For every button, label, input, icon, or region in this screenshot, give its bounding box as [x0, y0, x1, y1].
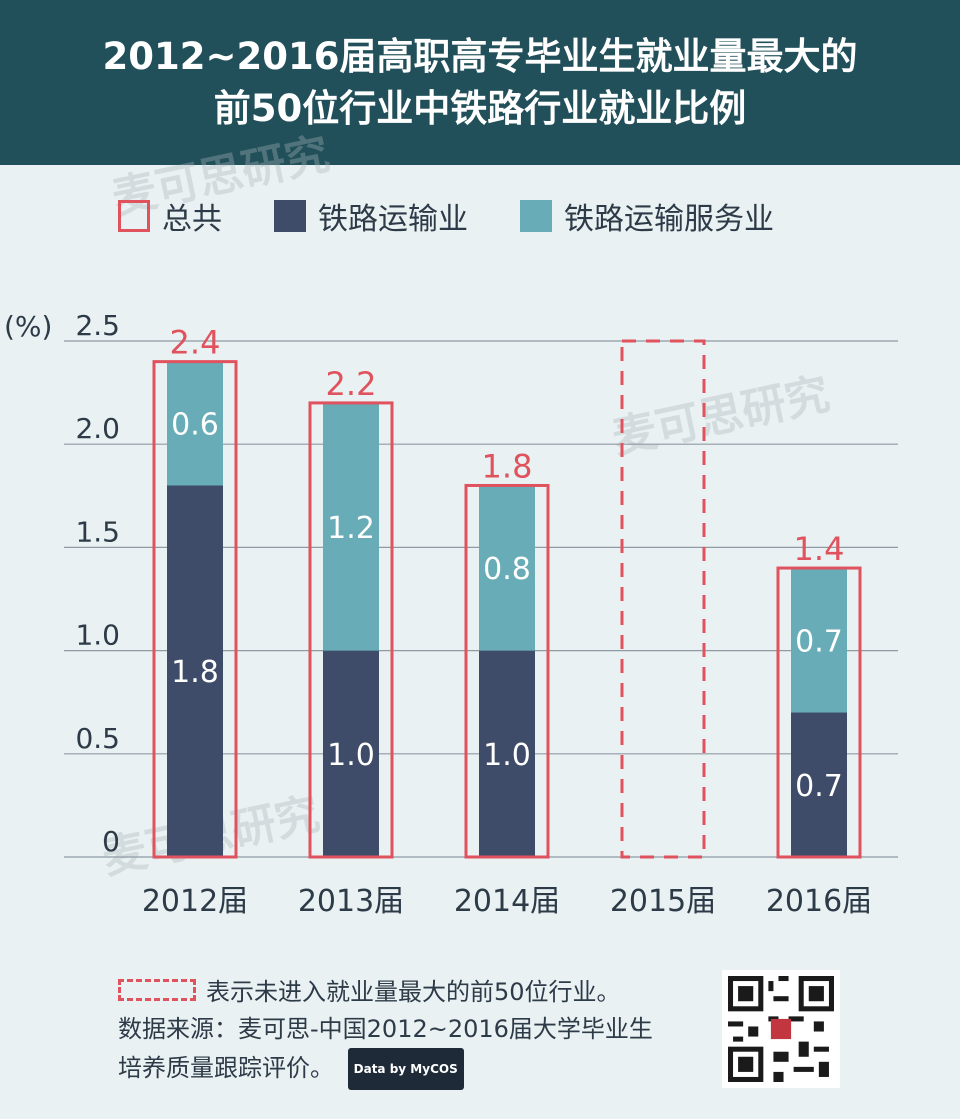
bar-value-label: 0.6	[171, 408, 219, 443]
source-line-1: 数据来源：麦可思-中国2012~2016届大学毕业生	[118, 1015, 653, 1043]
legend-swatch-rail-transport	[274, 200, 306, 232]
mycos-badge: Data by MyCOS	[347, 1048, 464, 1090]
legend-item-rail-service: 铁路运输服务业	[520, 194, 774, 238]
x-tick-label: 2012届	[142, 884, 248, 919]
y-axis-label: (%)	[4, 310, 52, 343]
x-tick-label: 2014届	[454, 884, 560, 919]
dashed-box-icon	[118, 978, 196, 1001]
bar-segment	[791, 712, 847, 857]
total-value-label: 2.4	[170, 324, 221, 362]
total-value-label: 1.4	[794, 530, 845, 568]
legend-label-rail-service: 铁路运输服务业	[564, 202, 774, 237]
total-value-label: 1.8	[482, 447, 533, 485]
total-outline	[308, 401, 394, 859]
bar-segment	[791, 568, 847, 713]
chart-title: 2012~2016届高职高专毕业生就业量最大的 前50位行业中铁路行业就业比例	[0, 0, 960, 165]
data-source: 数据来源：麦可思-中国2012~2016届大学毕业生 培养质量跟踪评价。 Dat…	[118, 1010, 718, 1090]
bar-segment	[323, 402, 379, 651]
stacked-bar-chart: (%) 0 0.5 1.0 1.5 2.0 2.5 2012届 1.8 0.6 2.4 2013届 1.…	[4, 309, 898, 919]
bar-segment	[479, 485, 535, 651]
x-tick-label: 2015届	[610, 884, 716, 919]
legend-item-total: 总共	[118, 194, 222, 238]
total-outline	[152, 360, 238, 859]
legend-label-total: 总共	[162, 202, 222, 237]
legend: 总共 铁路运输业 铁路运输服务业	[118, 194, 826, 238]
y-tick-label: 2.5	[75, 309, 120, 342]
source-line-2-row: 培养质量跟踪评价。 Data by MyCOS	[118, 1048, 718, 1090]
x-tick-label: 2016届	[766, 884, 872, 919]
bar-segment	[479, 650, 535, 857]
source-line-2: 培养质量跟踪评价。	[118, 1054, 334, 1082]
y-tick-label: 1.0	[75, 619, 120, 652]
qr-code-icon	[722, 970, 840, 1088]
y-tick-label: 0.5	[75, 722, 120, 755]
bar-segment	[167, 361, 223, 486]
bar-segment	[323, 650, 379, 857]
bar-value-label: 0.8	[483, 552, 531, 587]
y-tick-label: 2.0	[75, 412, 120, 445]
bar-value-label: 1.0	[483, 738, 531, 773]
bar-value-label: 1.2	[327, 511, 375, 546]
bar-value-label: 0.7	[795, 769, 843, 804]
x-tick-label: 2013届	[298, 884, 404, 919]
y-tick-label: 0	[102, 825, 120, 858]
bar-value-label: 1.8	[171, 655, 219, 690]
total-outline	[776, 566, 862, 859]
bar-value-label: 1.0	[327, 738, 375, 773]
total-outline	[464, 483, 550, 859]
total-value-label: 2.2	[326, 365, 377, 403]
bar-value-label: 0.7	[795, 624, 843, 659]
legend-label-rail-transport: 铁路运输业	[318, 202, 468, 237]
not-in-top50-box	[620, 339, 706, 859]
legend-swatch-rail-service	[520, 200, 552, 232]
footnote-text: 表示未进入就业量最大的前50位行业。	[206, 978, 621, 1006]
legend-item-rail-transport: 铁路运输业	[274, 194, 468, 238]
title-line-1: 2012~2016届高职高专毕业生就业量最大的	[102, 34, 858, 78]
qr-code-graphic	[728, 976, 834, 1082]
legend-swatch-total	[118, 200, 150, 232]
footnote: 表示未进入就业量最大的前50位行业。	[118, 972, 621, 1007]
y-tick-label: 1.5	[75, 515, 120, 548]
title-line-2: 前50位行业中铁路行业就业比例	[213, 86, 747, 130]
bar-segment	[167, 485, 223, 857]
